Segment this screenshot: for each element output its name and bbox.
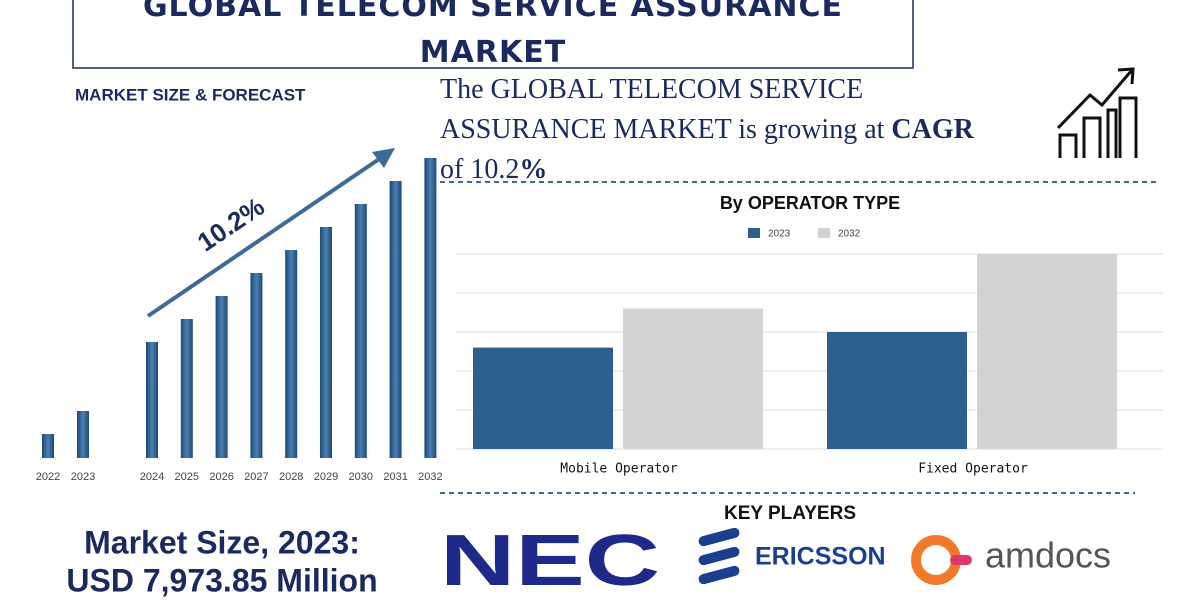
x-tick-label: 2032 — [418, 471, 442, 483]
legend-label: 2032 — [838, 229, 861, 240]
amdocs-icon — [911, 535, 972, 585]
x-tick-label: 2029 — [314, 471, 338, 483]
market-size-label: Market Size, 2023: — [84, 524, 360, 560]
x-tick-label: 2027 — [244, 471, 268, 483]
company-logo: amdocs — [985, 535, 1111, 576]
cagr-text-part: % — [519, 154, 548, 185]
x-tick-label: 2031 — [383, 471, 407, 483]
title: GLOBAL TELECOM SERVICE ASSURANCE MARKET — [142, 0, 844, 70]
bar — [473, 347, 613, 449]
legend-label: 2023 — [768, 229, 791, 240]
market-size-value: USD 7,973.85 Million — [66, 562, 377, 598]
cagr-text-part: CAGR — [891, 114, 974, 145]
subtitle: MARKET SIZE & FORECAST — [75, 85, 306, 104]
chart-title: By OPERATOR TYPE — [720, 193, 900, 213]
trend-arrow-head — [372, 148, 395, 168]
legend-swatch — [748, 228, 760, 238]
bar — [320, 227, 332, 458]
bar — [77, 411, 89, 458]
bar — [827, 332, 967, 449]
x-tick-label: 2030 — [349, 471, 373, 483]
company-logo: ERICSSON — [755, 543, 886, 571]
x-tick-label: 2024 — [140, 471, 164, 483]
key-players-title: KEY PLAYERS — [724, 503, 856, 524]
bar — [354, 204, 367, 458]
bar — [215, 296, 228, 458]
cagr-text: The GLOBAL TELECOM SERVICE ASSURANCE MAR… — [440, 70, 1000, 190]
legend-swatch — [818, 228, 830, 238]
x-tick-label: Mobile Operator — [560, 462, 678, 477]
annotation: 10.2% — [192, 191, 270, 257]
bar — [146, 342, 158, 458]
x-tick-label: 2026 — [209, 471, 233, 483]
bar — [180, 319, 193, 458]
cagr-text-part: of 10.2 — [440, 154, 520, 185]
ericsson-icon — [698, 527, 740, 585]
bar — [389, 181, 402, 458]
x-tick-label: 2023 — [71, 471, 95, 483]
title-box — [72, 0, 914, 69]
company-logo: NEC — [440, 521, 660, 600]
growth-icon — [1056, 67, 1138, 158]
x-tick-label: 2025 — [175, 471, 199, 483]
bar — [250, 273, 263, 458]
trend-arrow — [146, 153, 387, 318]
bar — [42, 434, 54, 458]
bar — [977, 254, 1117, 449]
x-tick-label: 2028 — [279, 471, 303, 483]
bar — [424, 158, 437, 458]
bar — [285, 250, 298, 458]
x-tick-label: 2022 — [36, 471, 60, 483]
bar — [623, 308, 763, 449]
x-tick-label: Fixed Operator — [918, 462, 1028, 477]
cagr-text-part: The GLOBAL TELECOM SERVICE ASSURANCE MAR… — [440, 74, 892, 145]
